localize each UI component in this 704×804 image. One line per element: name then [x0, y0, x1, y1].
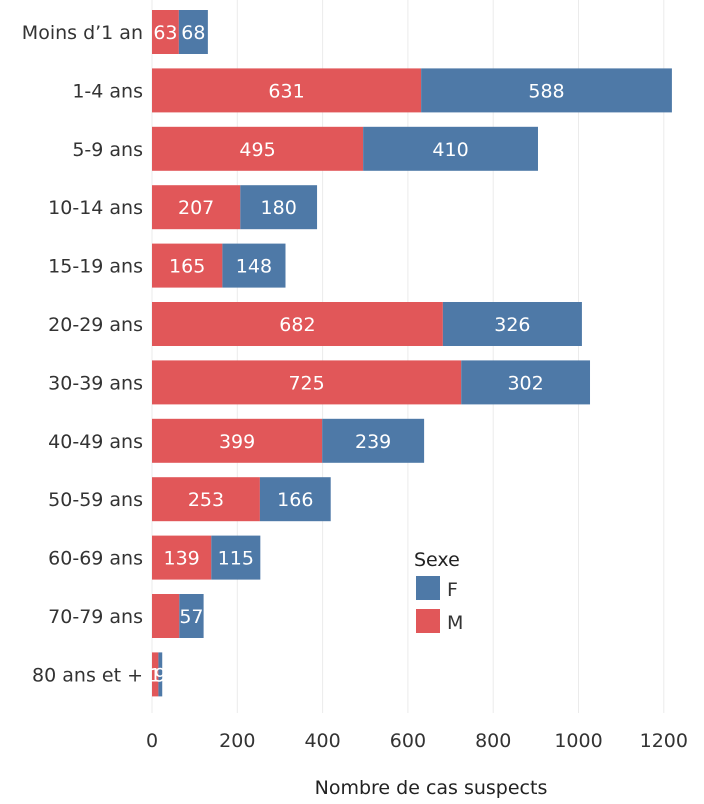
legend-label-m: M: [447, 612, 463, 634]
bar-f-segment: [259, 477, 331, 522]
bar-value-label: 180: [261, 197, 297, 219]
category-label: 70-79 ans: [48, 606, 143, 628]
grid-lines: [151, 0, 665, 713]
bar-f-segment: [322, 418, 425, 463]
bar-value-label: 326: [494, 314, 530, 336]
category-label: 80 ans et +: [32, 664, 143, 686]
bar-value-label: 165: [169, 256, 205, 278]
bar-value-label: 302: [507, 372, 543, 394]
category-label: 10-14 ans: [48, 197, 143, 219]
category-label: 5-9 ans: [72, 139, 143, 161]
category-label: 50-59 ans: [48, 489, 143, 511]
category-labels: Moins d’1 an 1-4 ans 5-9 ans 10-14 ans 15-19…: [22, 22, 143, 686]
x-tick-label: 200: [219, 730, 255, 752]
bar-f-segment: [178, 10, 208, 54]
bar-value-label: 68: [181, 22, 205, 44]
bar-m-segment: [152, 302, 443, 346]
bar-m-segment: [152, 418, 323, 463]
bar-m-segment: [152, 10, 179, 54]
bar-m-segment: [152, 652, 159, 697]
bar-f-segment: [461, 360, 591, 405]
category-label: 40-49 ans: [48, 431, 143, 453]
bar-f-segment: [363, 126, 538, 171]
bar-value-label: 57: [179, 606, 203, 628]
bar-m-segment: [152, 185, 241, 230]
bar-value-label: 115: [218, 548, 254, 570]
x-tick-label: 1200: [640, 730, 688, 752]
bar-value-label: 148: [236, 256, 272, 278]
legend-swatch-m: [416, 609, 440, 633]
bar-value-label: 139: [164, 548, 200, 570]
x-tick-label: 800: [475, 730, 511, 752]
x-tick-labels: 0 200 400 600 800 1000 1200: [146, 730, 688, 752]
bar-m-segment: [152, 243, 223, 288]
bar-value-label: 239: [355, 431, 391, 453]
category-label: Moins d’1 an: [22, 22, 143, 44]
category-label: 15-19 ans: [48, 256, 143, 278]
legend-label-f: F: [447, 579, 458, 601]
bar-value-label: 495: [239, 139, 275, 161]
bar-m-segment: [152, 535, 212, 580]
category-label: 30-39 ans: [48, 372, 143, 394]
x-tick-label: 0: [146, 730, 158, 752]
bar-m-segment: [152, 594, 180, 638]
bar-m-segment: [152, 360, 462, 405]
x-tick-label: 400: [304, 730, 340, 752]
x-tick-label: 1000: [554, 730, 602, 752]
category-label: 1-4 ans: [72, 80, 143, 102]
bar-m-segment: [152, 68, 422, 113]
bar-f-segment: [211, 535, 261, 580]
x-axis-label: Nombre de cas suspects: [315, 777, 548, 799]
bar-value-label: 682: [279, 314, 315, 336]
bar-value-label: 253: [188, 489, 224, 511]
bar-value-label: 588: [528, 80, 564, 102]
bar-f-segment: [179, 594, 204, 638]
bar-value-label: 9: [154, 664, 166, 686]
bar-value-label: 207: [178, 197, 214, 219]
bar-m-segment: [152, 477, 260, 522]
bar-f-segment: [240, 185, 318, 230]
bar-value-label: 63: [153, 22, 177, 44]
bar-value-label: 410: [432, 139, 468, 161]
legend-title: Sexe: [414, 549, 460, 571]
bar-value-label: 725: [288, 372, 324, 394]
legend-swatch-f: [416, 576, 440, 600]
bar-value-label: 1: [149, 664, 161, 686]
bars: 63 68 631 588 495 410 207 180 165 148 682 326 725 302…: [149, 10, 672, 697]
x-tick-label: 600: [390, 730, 426, 752]
bar-value-label: 631: [268, 80, 304, 102]
bar-f-segment: [158, 652, 163, 697]
bar-m-segment: [152, 126, 364, 171]
bar-value-label: 166: [277, 489, 313, 511]
legend: Sexe FM: [414, 549, 463, 634]
bar-f-segment: [222, 243, 286, 288]
bar-value-label: 399: [219, 431, 255, 453]
category-label: 60-69 ans: [48, 548, 143, 570]
bar-f-segment: [421, 68, 672, 113]
category-label: 20-29 ans: [48, 314, 143, 336]
bar-f-segment: [442, 302, 582, 346]
